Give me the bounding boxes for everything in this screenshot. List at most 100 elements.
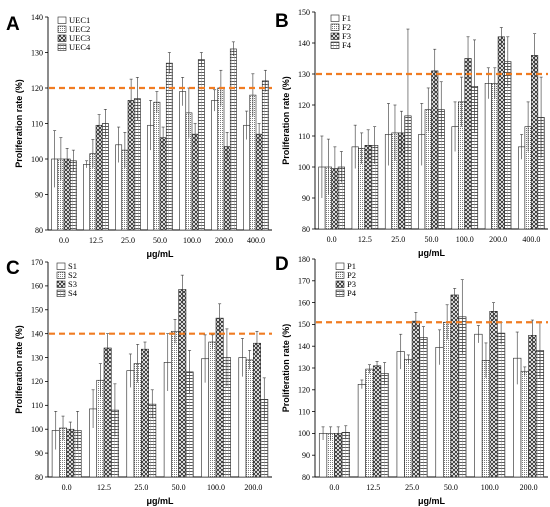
bar	[365, 368, 374, 478]
bar	[141, 348, 149, 478]
legend-label: F4	[342, 40, 352, 50]
legend-swatch	[57, 43, 67, 51]
legend-swatch	[335, 262, 345, 270]
legend-label: S3	[68, 279, 77, 289]
bar	[253, 342, 261, 478]
x-tick-label: 400.0	[247, 236, 265, 245]
bar	[357, 384, 366, 478]
x-axis-title: μg/mL	[146, 496, 174, 506]
y-tick-label: 110	[298, 407, 310, 416]
bar	[380, 373, 389, 478]
x-tick-label: 100.0	[207, 483, 225, 492]
y-tick-label: 130	[298, 70, 310, 79]
bar	[159, 137, 167, 231]
y-tick-label: 90	[302, 451, 310, 460]
x-tick-label: 200.0	[520, 483, 538, 492]
x-axis-title: μg/mL	[146, 249, 174, 259]
legend-label: F2	[342, 22, 351, 32]
x-tick-label: 200.0	[244, 483, 262, 492]
legend-swatch	[335, 271, 345, 279]
bar	[528, 334, 537, 478]
legend-label: S1	[68, 261, 77, 271]
y-tick-label: 120	[298, 101, 310, 110]
legend-swatch	[56, 262, 66, 270]
bar	[83, 164, 91, 231]
y-tick-label: 80	[35, 226, 43, 235]
bar	[435, 346, 444, 478]
y-tick-label: 100	[298, 429, 310, 438]
legend-label: P4	[347, 288, 357, 298]
y-tick-label: 110	[31, 401, 43, 410]
y-tick-label: 90	[35, 449, 43, 458]
legend-label: P3	[347, 279, 356, 289]
x-tick-label: 200.0	[215, 236, 233, 245]
y-tick-label: 180	[298, 255, 310, 264]
bar	[491, 83, 499, 230]
bar	[95, 124, 103, 231]
bar	[396, 351, 405, 478]
bar	[341, 432, 350, 478]
x-tick-label: 25.0	[121, 236, 135, 245]
legend-swatch	[330, 14, 340, 22]
y-tick-label: 150	[31, 306, 43, 315]
bar	[153, 101, 161, 231]
legend-label: UEC3	[69, 33, 90, 43]
bar	[489, 311, 498, 478]
y-tick-label: 140	[298, 39, 310, 48]
y-tick-label: 100	[31, 155, 43, 164]
x-tick-label: 0.0	[62, 483, 72, 492]
bar	[497, 332, 506, 478]
legend-swatch	[335, 289, 345, 297]
x-tick-label: 50.0	[172, 483, 186, 492]
legend-swatch	[330, 41, 340, 49]
bar	[464, 58, 472, 230]
x-tick-label: 50.0	[425, 235, 439, 244]
bar	[101, 123, 109, 231]
bar	[484, 83, 492, 230]
legend-label: P1	[347, 261, 356, 271]
x-tick-label: 100.0	[456, 235, 474, 244]
legend-label: UEC1	[69, 15, 90, 25]
y-tick-label: 140	[31, 329, 43, 338]
x-tick-label: 400.0	[522, 235, 540, 244]
y-tick-label: 170	[31, 258, 43, 267]
bar	[411, 320, 420, 478]
bar	[171, 330, 179, 478]
y-tick-label: 110	[31, 119, 43, 128]
x-tick-label: 12.5	[358, 235, 372, 244]
y-tick-label: 90	[302, 194, 310, 203]
x-tick-label: 25.0	[391, 235, 405, 244]
legend-swatch	[56, 271, 66, 279]
y-tick-label: 80	[302, 473, 310, 482]
x-tick-label: 50.0	[153, 236, 167, 245]
x-tick-label: 100.0	[481, 483, 499, 492]
legend-label: F1	[342, 13, 351, 23]
x-tick-label: 100.0	[183, 236, 201, 245]
bar	[191, 133, 199, 231]
bar	[245, 359, 254, 478]
chart-panel-c: C 80 90 100 110 120 130 140 150 160 170 Proliferati…	[6, 258, 272, 506]
x-tick-label: 0.0	[329, 483, 339, 492]
bar	[474, 333, 483, 478]
chart-panel-d: D 80 90 100 110 120 130 140 150 160 170 180 Prolifer…	[275, 254, 548, 506]
legend-swatch	[57, 16, 67, 24]
x-tick-label: 0.0	[327, 235, 337, 244]
y-tick-label: 120	[298, 386, 310, 395]
legend-label: S4	[68, 288, 78, 298]
x-tick-label: 12.5	[366, 483, 380, 492]
bar	[178, 289, 187, 478]
bar	[372, 365, 382, 478]
y-tick-label: 130	[298, 364, 310, 373]
y-axis-title: Proliferation rate (%)	[14, 79, 24, 168]
x-tick-label: 200.0	[489, 235, 507, 244]
x-tick-label: 12.5	[89, 236, 103, 245]
panel-letter: C	[6, 258, 20, 279]
bar	[243, 124, 251, 231]
bar	[179, 91, 187, 231]
bar	[443, 321, 452, 478]
y-tick-label: 120	[31, 84, 43, 93]
y-tick-label: 100	[31, 425, 43, 434]
bar	[504, 61, 512, 230]
legend-label: P2	[347, 270, 356, 280]
